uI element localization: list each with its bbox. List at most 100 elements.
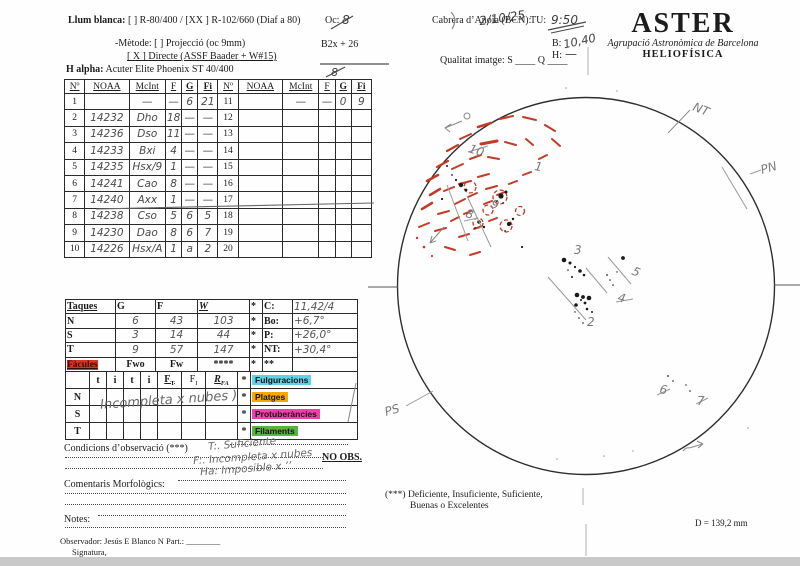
llum-blanca-label: Llum blanca:	[68, 15, 126, 26]
noaa-cell: Dso	[128, 125, 166, 144]
noaa-cell: Dao	[128, 224, 166, 242]
col-g: G	[334, 79, 352, 94]
col-f: F	[318, 79, 336, 94]
table-row: 1— —6 21 11— —0 9	[63, 92, 373, 111]
noaa-cell	[282, 109, 320, 127]
noaa-cell	[237, 158, 284, 176]
bo-label: Bo:	[262, 313, 293, 329]
noaa-cell	[237, 240, 284, 258]
row-num: 8	[63, 207, 86, 226]
taques-header: Taques	[65, 298, 116, 315]
noaa-cell: 5	[164, 207, 183, 226]
noaa-cell: 6	[181, 207, 199, 226]
rfa-main: R	[214, 373, 221, 385]
value-cell: 43	[155, 313, 198, 329]
row-label-n: N	[65, 313, 116, 329]
pencil-arrows	[429, 112, 704, 452]
star-cell: *	[249, 342, 263, 358]
noaa-cell	[318, 174, 336, 193]
empty-cell	[65, 371, 90, 389]
nt-label: NT:	[262, 342, 293, 358]
group-label-8: 8	[464, 206, 475, 222]
empty-cell	[205, 405, 238, 423]
noaa-cell	[350, 142, 373, 160]
noaa-cell	[350, 224, 373, 242]
noaa-cell	[237, 142, 284, 160]
star-cell: *	[249, 298, 263, 315]
row-num: 4	[63, 142, 86, 160]
noaa-cell: 8	[164, 224, 183, 242]
noaa-cell: 1	[164, 240, 183, 258]
group-label-3: 3	[574, 243, 582, 257]
noaa-cell: Cao	[128, 174, 166, 193]
value-cell: 147	[197, 342, 250, 358]
noaa-cell	[282, 158, 320, 176]
halpha-label: H alpha:	[66, 64, 104, 75]
h-label: H:	[552, 50, 562, 61]
col-w: W	[197, 298, 250, 315]
star-cell: *	[237, 388, 251, 406]
noaa-cell	[334, 125, 352, 144]
noaa-cell	[318, 240, 336, 258]
noaa-cell	[237, 207, 284, 226]
nt-value-handwritten: +30,4°	[292, 342, 358, 358]
noaa-cell: Hsx/A	[128, 240, 166, 258]
noaa-cell	[334, 207, 352, 226]
col-t: t	[89, 371, 107, 389]
noaa-cell: 14230	[84, 224, 130, 242]
noaa-cell	[282, 207, 320, 226]
no-obs-label: NO OBS.	[322, 452, 363, 463]
b-label: B:	[552, 38, 562, 49]
noaa-cell: —	[197, 191, 219, 209]
row-num: 18	[217, 207, 239, 226]
empty-cell	[123, 422, 141, 440]
noaa-cell: —	[181, 174, 199, 193]
noaa-cell: —	[197, 158, 219, 176]
row-label-t: T	[65, 422, 90, 440]
noaa-cell: Dho	[128, 109, 166, 127]
red-specks	[415, 236, 434, 258]
noaa-cell	[318, 224, 336, 242]
noaa-cell: —	[128, 92, 166, 111]
col-fi: Fi	[197, 79, 219, 94]
observador-line: Observador: Jesús E Blanco N Part.: ____…	[60, 536, 221, 546]
empty-cell	[292, 356, 358, 372]
noaa-cell: —	[181, 158, 199, 176]
legend-platges: Platges	[252, 391, 289, 402]
noaa-cell: 14232	[84, 109, 130, 127]
noaa-cell: 2	[197, 240, 219, 258]
table-row: N * Platges	[65, 388, 358, 406]
group-label-10: 10	[467, 142, 486, 160]
noaa-cell: —	[197, 125, 219, 144]
col-ft: FT	[157, 371, 182, 389]
star-cell: *	[249, 327, 263, 344]
col-f: F	[164, 79, 183, 94]
row-num: 20	[217, 240, 239, 258]
ft-sub: T	[170, 379, 175, 387]
legend-fulguracions: Fulguracions	[252, 374, 312, 385]
noaa-cell: a	[181, 240, 199, 258]
noaa-cell	[318, 158, 336, 176]
col-g: G	[181, 79, 199, 94]
empty-cell	[157, 422, 182, 440]
group-label-2: 2	[587, 315, 595, 329]
noaa-cell	[318, 125, 336, 144]
noaa-cell	[350, 174, 373, 193]
empty-cell	[181, 405, 206, 423]
noaa-cell	[334, 224, 352, 242]
noaa-cell: 14240	[84, 191, 130, 209]
noaa-cell: 0	[334, 92, 352, 111]
noaa-cell: —	[181, 142, 199, 160]
noaa-cell: —	[318, 92, 336, 111]
noaa-cell	[282, 174, 320, 193]
noaa-cell	[350, 158, 373, 176]
noaa-cell: —	[181, 109, 199, 127]
brand-subtitle: Agrupació Astronòmica de Barcelona	[607, 38, 759, 49]
col-num: Nº	[63, 79, 86, 94]
oc-value-handwritten: 8	[342, 13, 350, 27]
table-row: 8 14238 Cso 5 6 5 18	[63, 207, 373, 226]
halpha-line: H alpha: Acuter Elite Phoenix ST 40/400	[66, 64, 234, 75]
table-row: 7 14240 Axx 1— —17	[63, 191, 373, 209]
dotted-line	[65, 526, 346, 528]
col-num: Nº	[217, 79, 239, 94]
